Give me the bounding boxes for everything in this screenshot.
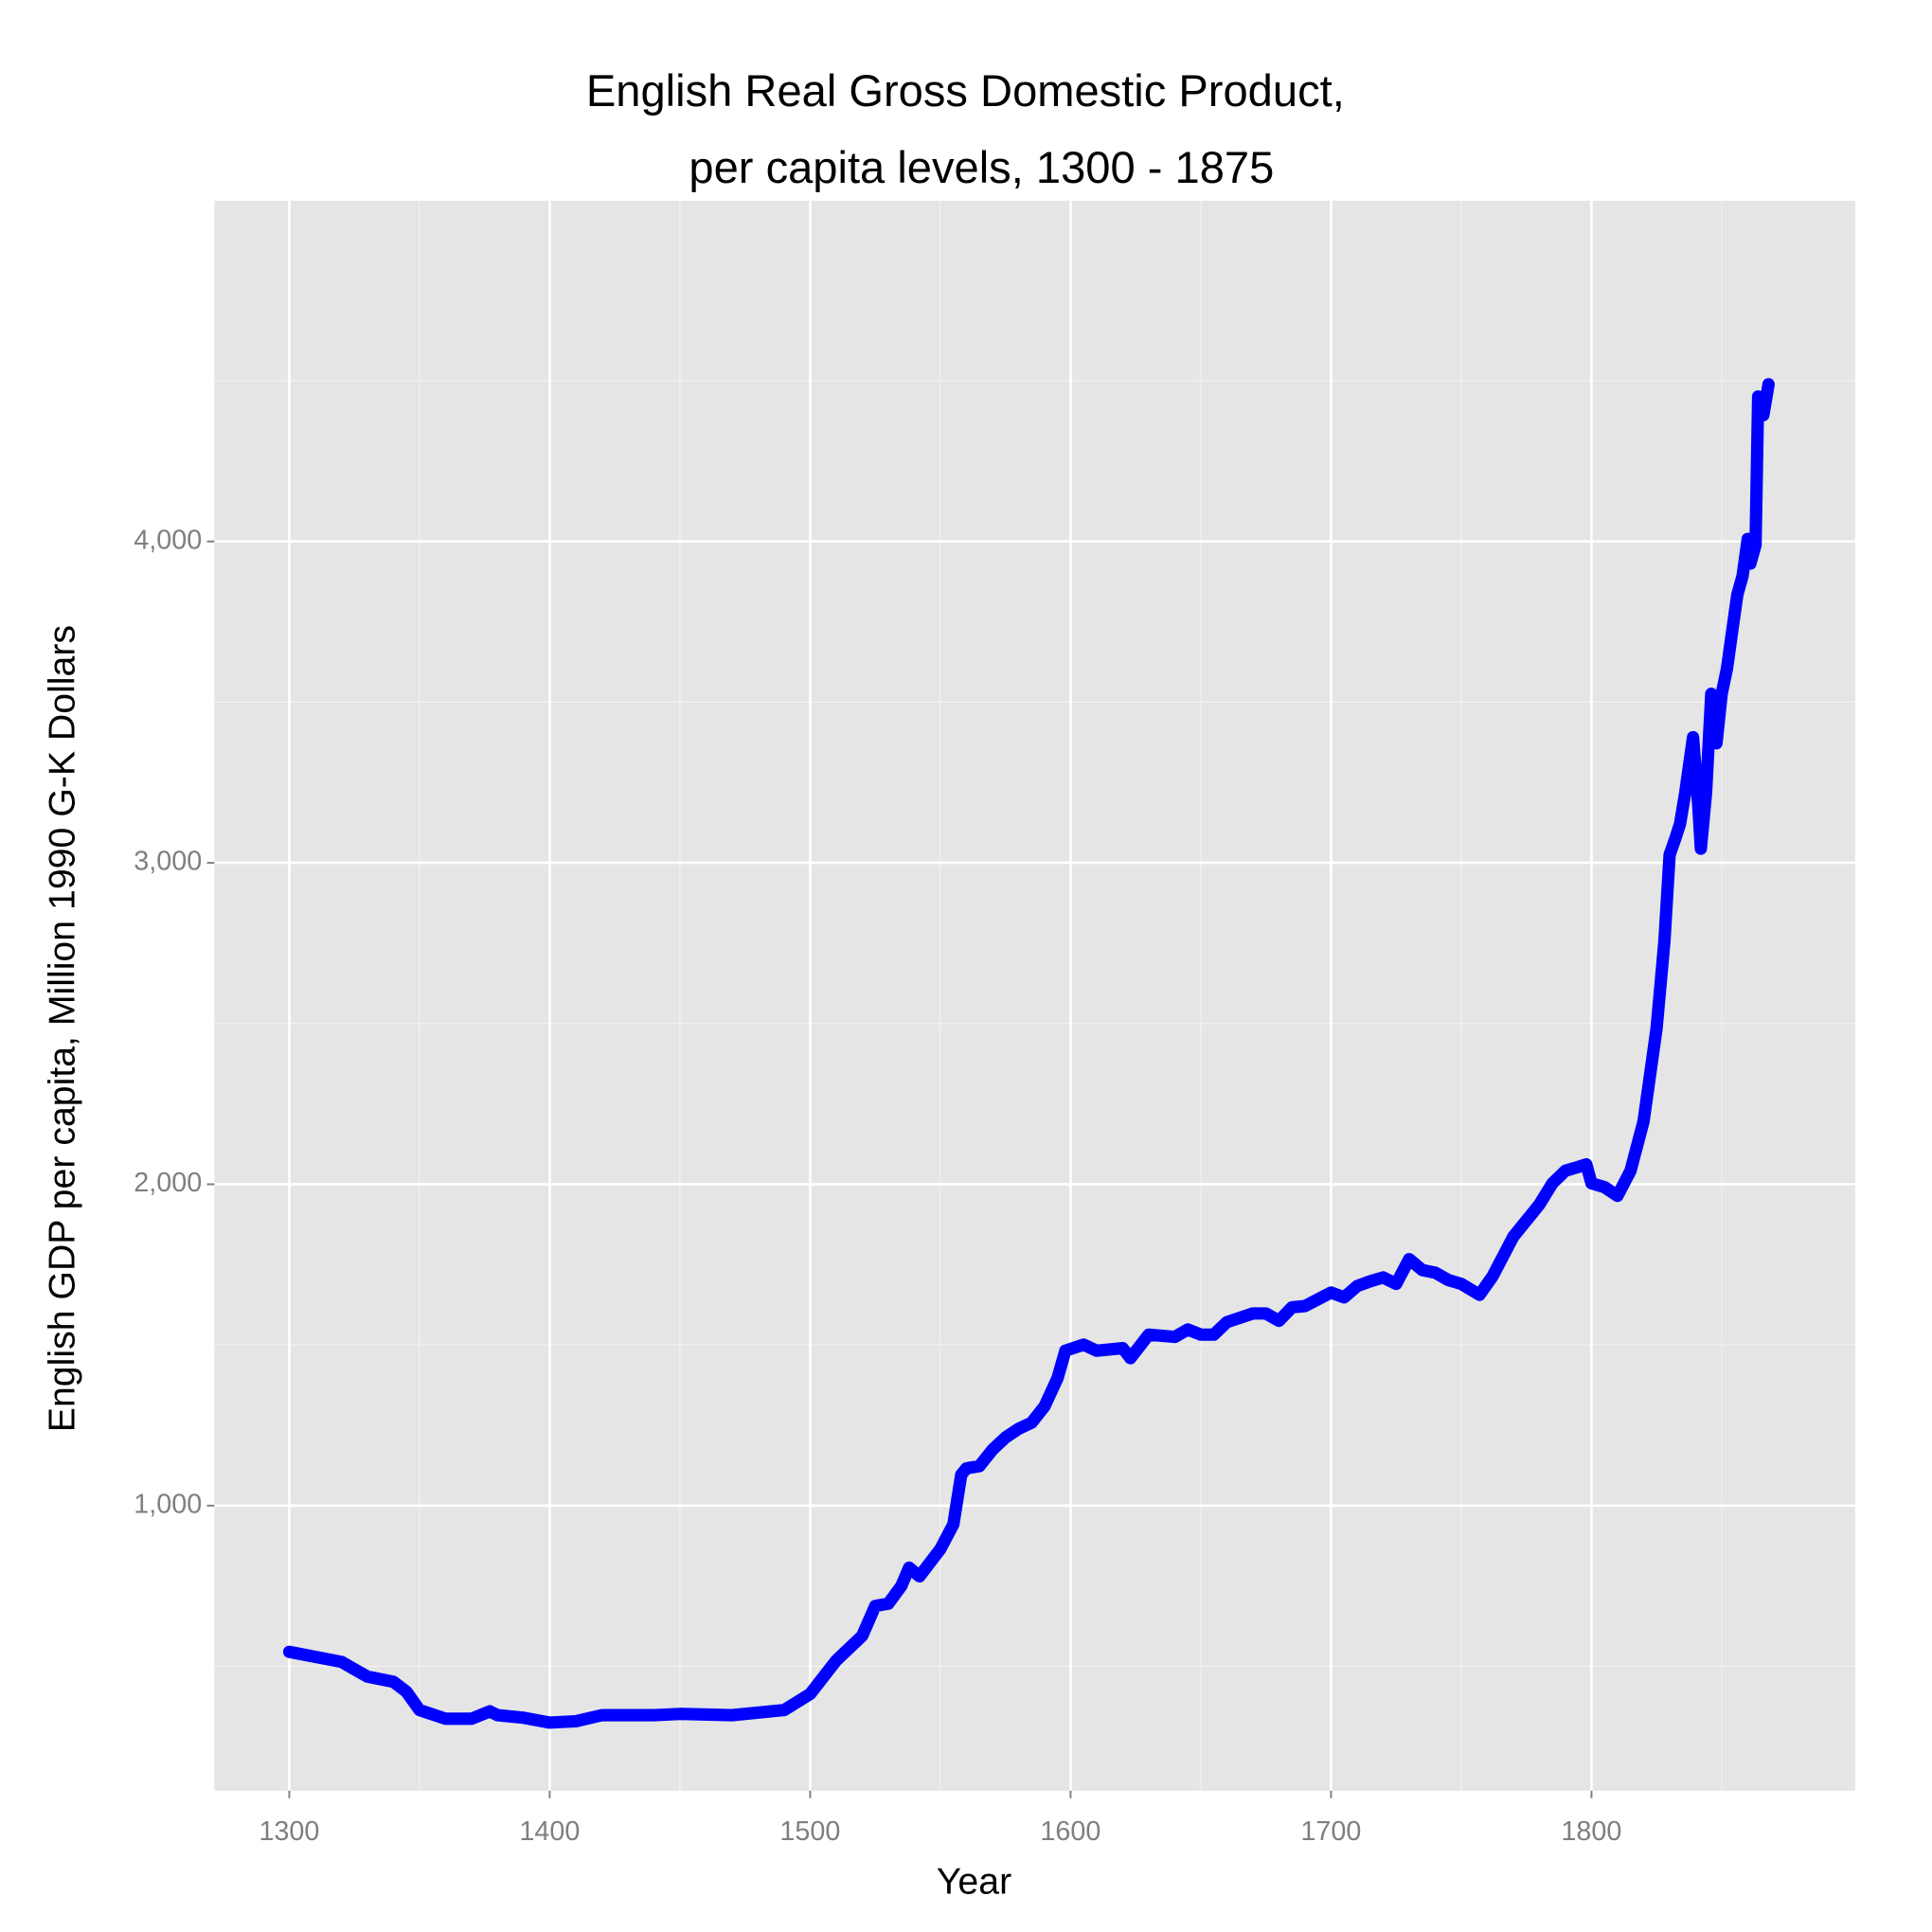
x-axis-title: Year [937,1860,1011,1902]
y-tick-label: 4,000 [134,525,202,555]
x-tick-label: 1800 [1561,1816,1621,1847]
x-tick-label: 1500 [779,1816,840,1847]
x-tick-label: 1700 [1300,1816,1361,1847]
chart-title: English Real Gross Domestic Product, [586,65,1345,116]
data-line [282,378,1775,1729]
y-axis-title: English GDP per capita, Million 1990 G-K… [41,625,82,1432]
y-tick-label: 3,000 [134,847,202,877]
x-tick-label: 1600 [1040,1816,1100,1847]
y-tick-label: 2,000 [134,1168,202,1198]
chart-subtitle: per capita levels, 1300 - 1875 [689,142,1274,192]
x-tick-label: 1300 [259,1816,319,1847]
x-tick-label: 1400 [519,1816,580,1847]
y-tick-label: 1,000 [134,1489,202,1519]
panel [214,200,1855,1791]
plot-background [214,200,1855,1791]
